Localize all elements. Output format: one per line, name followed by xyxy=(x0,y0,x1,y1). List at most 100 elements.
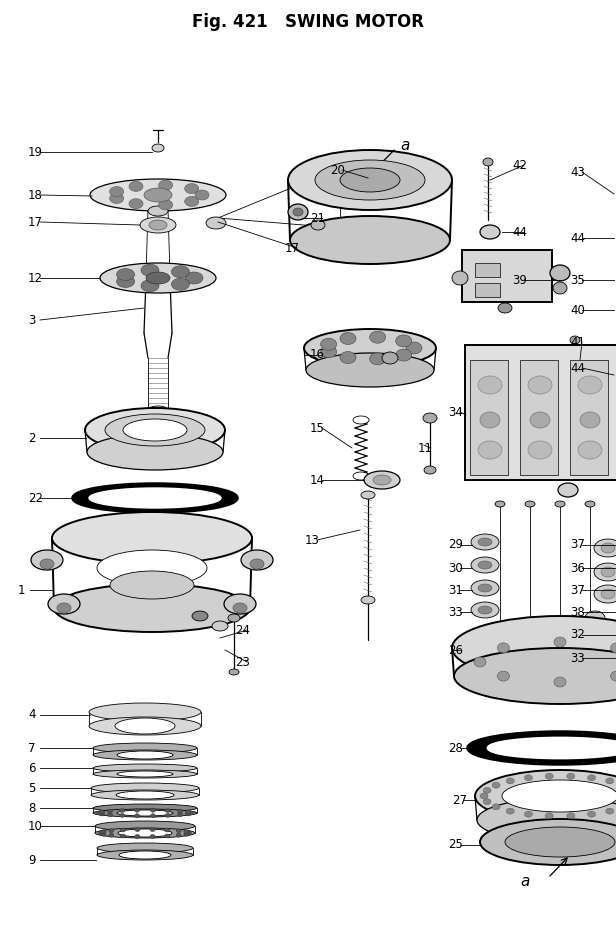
Text: 44: 44 xyxy=(570,361,585,374)
Ellipse shape xyxy=(120,813,124,817)
Ellipse shape xyxy=(123,419,187,441)
Ellipse shape xyxy=(188,811,193,815)
Ellipse shape xyxy=(478,376,502,394)
Ellipse shape xyxy=(570,336,580,344)
Ellipse shape xyxy=(601,567,615,577)
Text: 23: 23 xyxy=(235,655,250,668)
Ellipse shape xyxy=(148,206,168,216)
Ellipse shape xyxy=(195,190,209,200)
Ellipse shape xyxy=(89,488,221,508)
Ellipse shape xyxy=(567,812,575,819)
Text: 13: 13 xyxy=(305,534,320,546)
Ellipse shape xyxy=(109,829,114,832)
Ellipse shape xyxy=(171,265,190,278)
Ellipse shape xyxy=(101,832,106,836)
Ellipse shape xyxy=(395,335,411,347)
Ellipse shape xyxy=(293,208,303,216)
Ellipse shape xyxy=(373,475,391,485)
Ellipse shape xyxy=(498,671,509,682)
Text: 31: 31 xyxy=(448,584,463,596)
Ellipse shape xyxy=(110,187,124,196)
Text: 16: 16 xyxy=(310,349,325,361)
Text: Fig. 421   SWING MOTOR: Fig. 421 SWING MOTOR xyxy=(192,13,424,31)
Text: 17: 17 xyxy=(28,215,43,228)
Bar xyxy=(475,283,500,297)
Ellipse shape xyxy=(165,813,171,817)
Text: 44: 44 xyxy=(570,231,585,245)
Ellipse shape xyxy=(119,851,171,859)
Ellipse shape xyxy=(525,501,535,507)
Ellipse shape xyxy=(93,743,197,753)
Ellipse shape xyxy=(553,282,567,294)
Ellipse shape xyxy=(483,158,493,166)
Ellipse shape xyxy=(184,830,189,834)
Ellipse shape xyxy=(152,144,164,152)
Ellipse shape xyxy=(370,353,386,365)
Ellipse shape xyxy=(187,831,192,835)
Ellipse shape xyxy=(567,774,575,779)
Ellipse shape xyxy=(340,333,356,344)
Text: 19: 19 xyxy=(28,145,43,158)
Ellipse shape xyxy=(93,770,197,778)
Text: 35: 35 xyxy=(570,274,585,286)
Ellipse shape xyxy=(149,220,167,230)
Ellipse shape xyxy=(361,491,375,499)
Ellipse shape xyxy=(471,557,499,573)
Text: 37: 37 xyxy=(570,584,585,596)
Text: 37: 37 xyxy=(570,538,585,552)
Ellipse shape xyxy=(454,648,616,704)
Ellipse shape xyxy=(423,413,437,423)
Ellipse shape xyxy=(57,603,71,613)
Ellipse shape xyxy=(165,809,171,812)
Ellipse shape xyxy=(134,809,140,812)
Ellipse shape xyxy=(150,834,155,838)
Ellipse shape xyxy=(176,833,181,837)
Ellipse shape xyxy=(594,585,616,603)
Ellipse shape xyxy=(311,220,325,230)
Ellipse shape xyxy=(492,782,500,788)
Ellipse shape xyxy=(585,501,595,507)
Text: 24: 24 xyxy=(235,624,250,636)
Ellipse shape xyxy=(224,594,256,614)
Ellipse shape xyxy=(395,349,411,361)
Ellipse shape xyxy=(554,637,566,647)
Ellipse shape xyxy=(93,809,197,817)
Ellipse shape xyxy=(406,342,422,354)
Ellipse shape xyxy=(107,810,113,813)
Ellipse shape xyxy=(578,441,602,459)
Text: 12: 12 xyxy=(28,271,43,284)
Ellipse shape xyxy=(480,225,500,239)
Text: 22: 22 xyxy=(28,491,43,504)
Ellipse shape xyxy=(93,804,197,812)
Ellipse shape xyxy=(524,811,532,817)
Ellipse shape xyxy=(97,843,193,853)
Ellipse shape xyxy=(100,810,105,814)
Ellipse shape xyxy=(105,414,205,446)
Bar xyxy=(470,360,508,475)
Bar xyxy=(465,345,616,480)
Ellipse shape xyxy=(471,580,499,596)
Ellipse shape xyxy=(241,550,273,570)
Ellipse shape xyxy=(471,602,499,618)
Ellipse shape xyxy=(144,188,172,202)
Ellipse shape xyxy=(177,812,182,817)
Ellipse shape xyxy=(95,821,195,831)
Ellipse shape xyxy=(116,791,174,799)
Ellipse shape xyxy=(52,512,252,564)
Ellipse shape xyxy=(606,808,614,814)
Ellipse shape xyxy=(498,303,512,313)
Text: 2: 2 xyxy=(28,431,36,445)
Ellipse shape xyxy=(176,829,181,832)
Text: 30: 30 xyxy=(448,561,463,574)
Ellipse shape xyxy=(528,376,552,394)
Ellipse shape xyxy=(480,793,488,799)
Ellipse shape xyxy=(505,827,615,857)
Ellipse shape xyxy=(588,775,596,781)
Ellipse shape xyxy=(120,809,124,812)
Ellipse shape xyxy=(288,150,452,210)
Text: 41: 41 xyxy=(570,336,585,349)
Ellipse shape xyxy=(212,621,228,631)
Ellipse shape xyxy=(110,193,124,204)
Ellipse shape xyxy=(601,589,615,599)
Ellipse shape xyxy=(101,830,106,834)
